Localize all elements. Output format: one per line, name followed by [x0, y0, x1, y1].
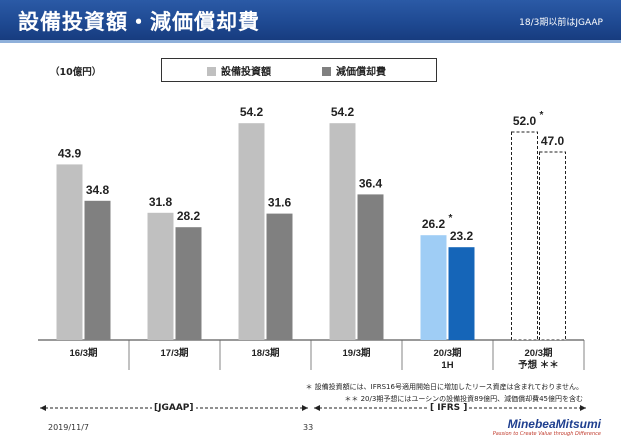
era-arrow-jgaap-head-left [40, 405, 46, 411]
era-label-ifrs: [ IFRS ] [428, 403, 470, 413]
header-bar: 設備投資額・減価償却費 18/3期以前はJGAAP [0, 0, 621, 40]
value-label-capex: 43.9 [58, 146, 82, 160]
bar-depreciation [357, 194, 384, 340]
category-sublabel: 1H [441, 360, 453, 371]
value-label-capex: 54.2 [331, 105, 355, 119]
category-label: 20/3期 [434, 347, 462, 359]
page-number: 33 [303, 423, 314, 432]
legend-swatch-depreciation [322, 67, 331, 76]
bar-depreciation [266, 213, 293, 340]
legend-item-depreciation: 減価償却費 [322, 63, 386, 78]
bar-capex [329, 123, 356, 340]
value-label-mark: * [449, 213, 453, 224]
value-label-depreciation: 31.6 [268, 196, 292, 210]
value-label-mark: * [540, 110, 544, 121]
bar-capex [511, 131, 538, 341]
header-note: 18/3期以前はJGAAP [519, 18, 603, 28]
category-label: 20/3期 [525, 347, 553, 359]
era-arrow-ifrs-head-right [580, 405, 586, 411]
footnote-1: ＊ 設備投資額には、IFRS16号適用開始日に増加したリース資産は含まれておりま… [305, 383, 583, 391]
bar-depreciation [448, 247, 475, 340]
bar-capex [147, 212, 174, 340]
value-label-depreciation: 23.2 [450, 229, 474, 243]
era-label-jgaap: [JGAAP] [152, 403, 196, 413]
category-label: 18/3期 [252, 347, 280, 359]
value-label-depreciation: 28.2 [177, 209, 201, 223]
brand-name: MinebeaMitsumi [507, 417, 601, 431]
value-label-depreciation: 34.8 [86, 183, 110, 197]
bar-depreciation [539, 151, 566, 341]
category-sublabel: 予想 ＊＊ [518, 359, 559, 371]
brand-logo: MinebeaMitsumi Passion to Create Value t… [493, 417, 601, 437]
bar-depreciation [84, 200, 111, 340]
category-label: 17/3期 [161, 347, 189, 359]
legend-label-depreciation: 減価償却費 [336, 67, 386, 78]
value-label-capex: 54.2 [240, 105, 264, 119]
footnote-2: ＊＊ 20/3期予想にはユーシンの設備投資89億円、減価償却費45億円を含む [344, 395, 583, 403]
bar-capex [56, 164, 83, 340]
bar-capex [238, 123, 265, 340]
bar-depreciation [175, 227, 202, 340]
legend-item-capex: 設備投資額 [207, 63, 271, 78]
header-rule [0, 40, 621, 43]
brand-tagline: Passion to Create Value through Differen… [492, 431, 601, 437]
value-label-depreciation: 36.4 [359, 176, 383, 190]
value-label-capex: 31.8 [149, 195, 173, 209]
bar-capex [420, 235, 447, 340]
legend-swatch-capex [207, 67, 216, 76]
era-arrow-jgaap-head-right [302, 405, 308, 411]
chart-legend: 設備投資額 減価償却費 [161, 58, 437, 82]
value-label-capex: 26.2 [422, 217, 446, 231]
category-label: 19/3期 [343, 347, 371, 359]
page-title: 設備投資額・減価償却費 [18, 10, 260, 34]
unit-label: （10億円） [50, 67, 102, 78]
era-arrow-ifrs-head-left [314, 405, 320, 411]
value-label-capex: 52.0 [513, 114, 537, 128]
value-label-depreciation: 47.0 [541, 134, 565, 148]
footer-date: 2019/11/7 [48, 423, 90, 432]
legend-label-capex: 設備投資額 [221, 67, 271, 78]
category-label: 16/3期 [70, 347, 98, 359]
